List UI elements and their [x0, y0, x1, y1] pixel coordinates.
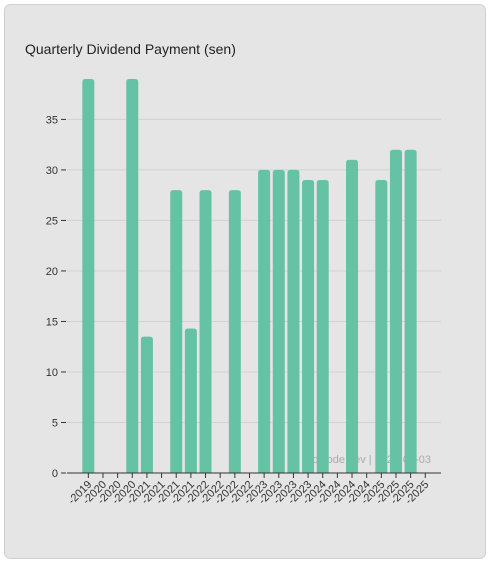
y-tick-label: 30	[46, 165, 58, 177]
bar	[258, 169, 271, 473]
y-tick-label: 15	[46, 316, 58, 328]
y-tick-label: 25	[46, 215, 58, 227]
bar	[389, 149, 402, 473]
y-tick-label: 5	[52, 417, 58, 429]
bar	[272, 169, 285, 473]
chart-title: Quarterly Dividend Payment (sen)	[25, 41, 236, 57]
y-tick-label: 20	[46, 266, 58, 278]
bar	[287, 169, 300, 473]
bar	[228, 190, 241, 473]
bar	[316, 180, 329, 473]
card	[4, 4, 486, 559]
bar	[199, 190, 212, 473]
bar	[346, 159, 359, 474]
bar	[82, 79, 95, 473]
bar	[184, 328, 197, 473]
y-tick-label: 10	[46, 367, 58, 379]
bar	[375, 180, 388, 473]
bar	[302, 180, 315, 473]
bar	[126, 79, 139, 473]
bar	[404, 149, 417, 473]
y-tick-label: 35	[46, 114, 58, 126]
bar	[170, 190, 183, 473]
y-tick-label: 0	[52, 468, 58, 480]
bar	[140, 336, 153, 473]
